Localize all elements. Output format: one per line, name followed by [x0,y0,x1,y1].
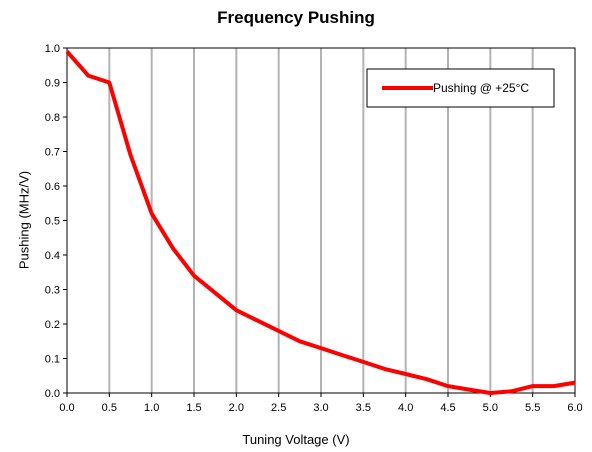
x-axis-title: Tuning Voltage (V) [242,432,350,447]
y-tick-label: 0.6 [45,181,60,193]
x-tick-label: 2.5 [271,402,286,414]
y-tick-label: 1.0 [45,43,60,55]
x-tick-label: 6.0 [567,402,582,414]
y-tick-label: 0.2 [45,319,60,331]
x-tick-label: 4.5 [440,402,455,414]
y-tick-label: 0.9 [45,78,60,90]
x-tick-label: 1.0 [144,402,159,414]
chart-title: Frequency Pushing [217,8,375,27]
y-tick-label: 0.1 [45,354,60,366]
y-tick-label: 0.5 [45,216,60,228]
x-tick-label: 2.0 [229,402,244,414]
y-tick-label: 0.7 [45,147,60,159]
x-tick-label: 0.5 [102,402,117,414]
ticks-layer: 0.0 0.5 1.0 1.5 2.0 2.5 3.0 3.5 4.0 4.5 5.0 5.5 6.0 0… [45,43,583,414]
y-tick-label: 0.4 [45,250,60,262]
series-layer [65,50,576,395]
y-tick-label: 0.8 [45,112,60,124]
x-tick-label: 4.0 [398,402,413,414]
legend-label-pushing: Pushing @ +25°C [433,81,529,95]
x-tick-label: 1.5 [186,402,201,414]
x-tick-label: 3.0 [313,402,328,414]
series-line-pushing [65,50,576,395]
x-tick-label: 5.5 [525,402,540,414]
x-tick-label: 3.5 [356,402,371,414]
legend: Pushing @ +25°C [366,68,555,108]
y-tick-label: 0.0 [45,388,60,400]
x-tick-label: 0.0 [59,402,74,414]
y-tick-label: 0.3 [45,285,60,297]
x-tick-label: 5.0 [483,402,498,414]
